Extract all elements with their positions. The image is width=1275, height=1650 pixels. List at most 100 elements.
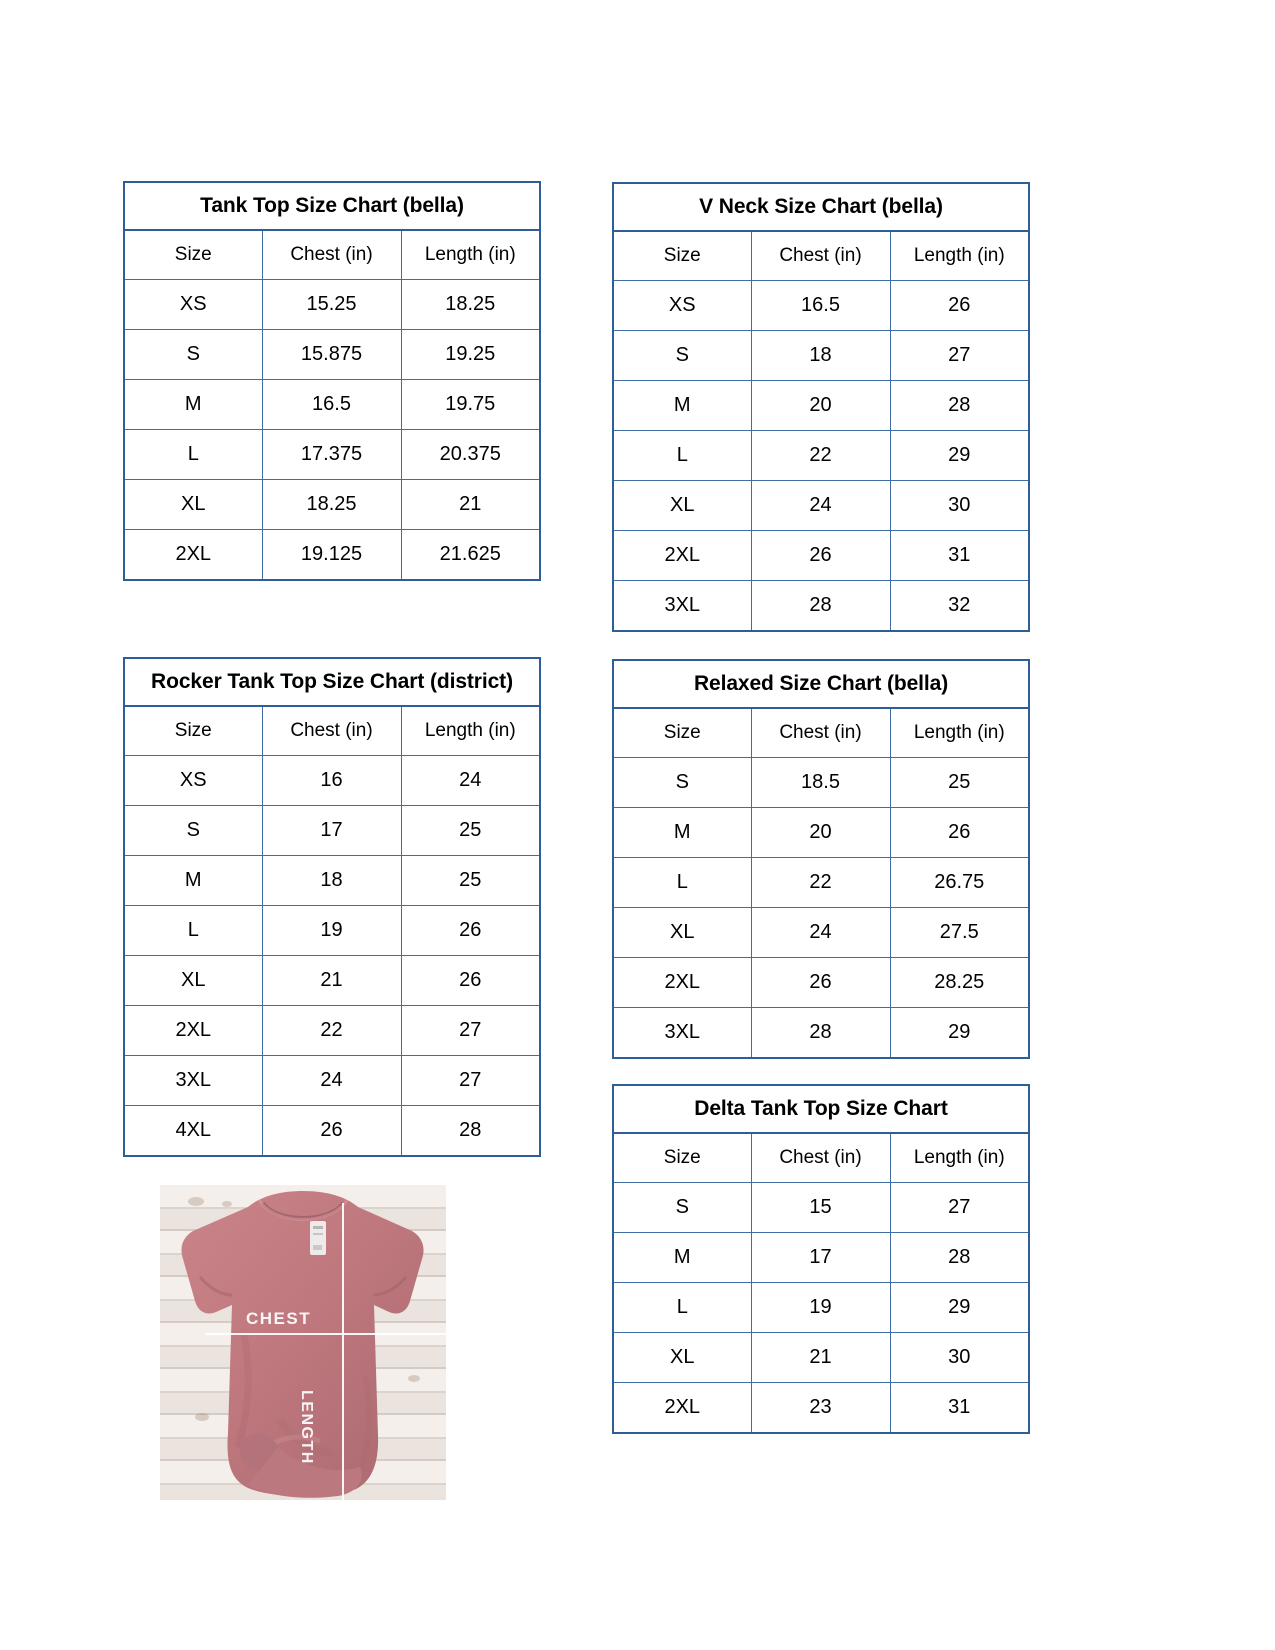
chart-header-row: Size Chest (in) Length (in) <box>612 1132 1030 1183</box>
table-row: XL 21 26 <box>123 955 541 1006</box>
cell-chest: 20 <box>750 380 891 431</box>
table-row: S 15.875 19.25 <box>123 329 541 380</box>
cell-chest: 23 <box>750 1382 891 1434</box>
cell-size: XL <box>123 955 263 1006</box>
table-row: XL 24 27.5 <box>612 907 1030 958</box>
cell-size: XS <box>612 280 752 331</box>
column-header-size: Size <box>123 705 263 756</box>
cell-chest: 21 <box>261 955 402 1006</box>
cell-chest: 16 <box>261 755 402 806</box>
cell-length: 26 <box>889 807 1030 858</box>
table-row: S 17 25 <box>123 805 541 856</box>
cell-length: 25 <box>400 805 541 856</box>
cell-length: 18.25 <box>400 279 541 330</box>
cell-length: 21.625 <box>400 529 541 581</box>
cell-length: 30 <box>889 480 1030 531</box>
tshirt-measurement-photo: CHEST LENGTH <box>160 1185 446 1500</box>
chart-title-row: Delta Tank Top Size Chart <box>611 1084 1031 1134</box>
table-row: S 18.5 25 <box>612 757 1030 808</box>
cell-length: 28 <box>889 380 1030 431</box>
cell-size: M <box>612 807 752 858</box>
cell-size: 3XL <box>612 1007 752 1059</box>
cell-length: 27 <box>889 330 1030 381</box>
cell-chest: 20 <box>750 807 891 858</box>
column-header-length: Length (in) <box>889 707 1030 758</box>
column-header-size: Size <box>612 230 752 281</box>
cell-size: 4XL <box>123 1105 263 1157</box>
cell-chest: 18.25 <box>261 479 402 530</box>
cell-length: 26 <box>400 955 541 1006</box>
size-chart-relaxed: Relaxed Size Chart (bella) Size Chest (i… <box>611 659 1031 1059</box>
table-row: 4XL 26 28 <box>123 1105 541 1157</box>
column-header-chest: Chest (in) <box>750 1132 891 1183</box>
column-header-size: Size <box>612 1132 752 1183</box>
cell-size: S <box>123 805 263 856</box>
table-row: XL 24 30 <box>612 480 1030 531</box>
size-chart-tank-top: Tank Top Size Chart (bella) Size Chest (… <box>122 181 542 581</box>
cell-size: XL <box>612 480 752 531</box>
chart-title-row: Relaxed Size Chart (bella) <box>611 659 1031 709</box>
cell-size: M <box>612 1232 752 1283</box>
cell-length: 29 <box>889 1007 1030 1059</box>
cell-chest: 21 <box>750 1332 891 1383</box>
cell-length: 19.25 <box>400 329 541 380</box>
cell-length: 19.75 <box>400 379 541 430</box>
column-header-size: Size <box>612 707 752 758</box>
table-row: M 17 28 <box>612 1232 1030 1283</box>
cell-length: 26 <box>889 280 1030 331</box>
chart-title: Delta Tank Top Size Chart <box>611 1084 1031 1134</box>
cell-chest: 24 <box>750 480 891 531</box>
cell-size: XL <box>612 907 752 958</box>
table-row: 2XL 22 27 <box>123 1005 541 1056</box>
chart-title: Relaxed Size Chart (bella) <box>611 659 1031 709</box>
chest-measurement-line <box>205 1333 446 1335</box>
column-header-chest: Chest (in) <box>750 230 891 281</box>
cell-size: L <box>612 430 752 481</box>
cell-length: 27 <box>889 1182 1030 1233</box>
cell-chest: 15.875 <box>261 329 402 380</box>
cell-chest: 15 <box>750 1182 891 1233</box>
table-row: L 19 29 <box>612 1282 1030 1333</box>
cell-chest: 16.5 <box>261 379 402 430</box>
cell-length: 25 <box>400 855 541 906</box>
table-row: XL 21 30 <box>612 1332 1030 1383</box>
cell-size: M <box>123 379 263 430</box>
cell-size: L <box>123 429 263 480</box>
cell-size: 2XL <box>612 530 752 581</box>
cell-chest: 17 <box>750 1232 891 1283</box>
cell-size: M <box>123 855 263 906</box>
cell-size: 3XL <box>612 580 752 632</box>
cell-chest: 16.5 <box>750 280 891 331</box>
chart-header-row: Size Chest (in) Length (in) <box>123 705 541 756</box>
cell-chest: 19 <box>750 1282 891 1333</box>
cell-chest: 22 <box>261 1005 402 1056</box>
cell-size: L <box>612 1282 752 1333</box>
table-row: 2XL 26 28.25 <box>612 957 1030 1008</box>
table-row: S 18 27 <box>612 330 1030 381</box>
cell-length: 27 <box>400 1005 541 1056</box>
table-row: L 22 26.75 <box>612 857 1030 908</box>
cell-size: L <box>612 857 752 908</box>
cell-chest: 19.125 <box>261 529 402 581</box>
cell-chest: 22 <box>750 430 891 481</box>
column-header-chest: Chest (in) <box>261 705 402 756</box>
chart-header-row: Size Chest (in) Length (in) <box>612 230 1030 281</box>
column-header-length: Length (in) <box>889 230 1030 281</box>
column-header-size: Size <box>123 229 263 280</box>
tshirt-illustration <box>181 1191 424 1498</box>
chart-title-row: Rocker Tank Top Size Chart (district) <box>122 657 542 707</box>
cell-size: 2XL <box>123 1005 263 1056</box>
cell-size: XL <box>123 479 263 530</box>
cell-chest: 17 <box>261 805 402 856</box>
cell-length: 28.25 <box>889 957 1030 1008</box>
cell-size: XS <box>123 279 263 330</box>
cell-size: XS <box>123 755 263 806</box>
size-chart-delta-tank-top: Delta Tank Top Size Chart Size Chest (in… <box>611 1084 1031 1434</box>
cell-chest: 22 <box>750 857 891 908</box>
chart-title: V Neck Size Chart (bella) <box>611 182 1031 232</box>
chart-title: Rocker Tank Top Size Chart (district) <box>122 657 542 707</box>
table-row: XS 15.25 18.25 <box>123 279 541 330</box>
table-row: M 20 28 <box>612 380 1030 431</box>
cell-chest: 24 <box>261 1055 402 1106</box>
